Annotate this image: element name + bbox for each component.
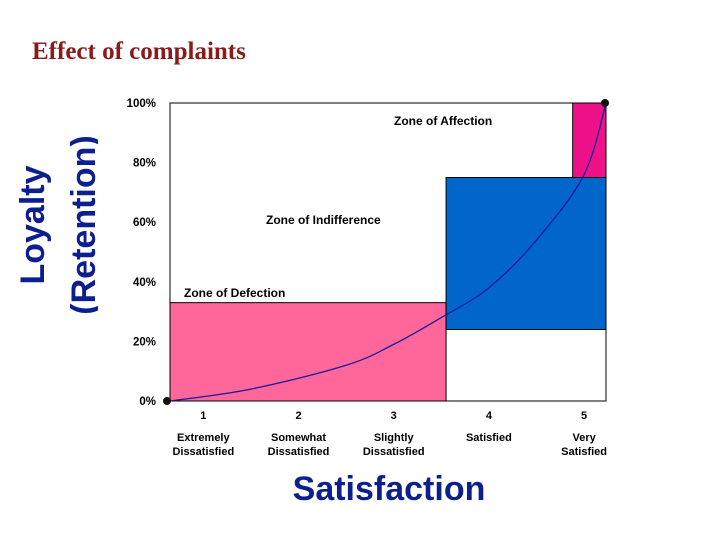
zone-defection-label: Zone of Defection	[184, 286, 285, 300]
x-axis-title: Satisfaction	[292, 470, 486, 508]
y-axis-title: Loyalty (Retention)	[8, 100, 98, 350]
x-tick-label: Satisfied	[561, 446, 607, 458]
y-tick-label: 20%	[133, 336, 156, 348]
x-tick-number: 2	[295, 410, 301, 422]
zone-affection-rect	[572, 102, 607, 178]
x-tick-label: Somewhat	[271, 432, 326, 444]
x-tick-label: Dissatisfied	[363, 446, 425, 458]
x-tick-number: 5	[581, 410, 587, 422]
zone-indifference-rect	[445, 177, 607, 330]
zone-defection-rect	[169, 302, 447, 402]
y-tick-label: 100%	[127, 98, 156, 110]
curve-end-dot	[601, 99, 609, 107]
y-axis-title-line2: (Retention)	[65, 135, 98, 314]
y-tick-label: 40%	[133, 277, 156, 289]
x-tick-label: Extremely	[177, 432, 230, 444]
page-title: Effect of complaints	[32, 38, 246, 65]
zone-affection-label: Zone of Affection	[394, 114, 492, 128]
x-tick-label: Satisfied	[466, 432, 512, 444]
curve-start-dot	[163, 397, 171, 405]
satisfaction-loyalty-curve	[169, 102, 607, 402]
y-tick-label: 0%	[139, 396, 156, 408]
x-tick-number: 3	[391, 410, 397, 422]
x-tick-label: Dissatisfied	[268, 446, 330, 458]
y-tick-label: 60%	[133, 217, 156, 229]
x-tick-label: Slightly	[374, 432, 415, 444]
zone-indifference-label: Zone of Indifference	[266, 213, 381, 227]
x-tick-number: 1	[200, 410, 206, 422]
y-axis-title-line1: Loyalty	[14, 165, 52, 284]
x-tick-label: Dissatisfied	[172, 446, 234, 458]
x-tick-label: Very	[572, 432, 596, 444]
y-tick-label: 80%	[133, 158, 156, 170]
x-tick-number: 4	[486, 410, 493, 422]
